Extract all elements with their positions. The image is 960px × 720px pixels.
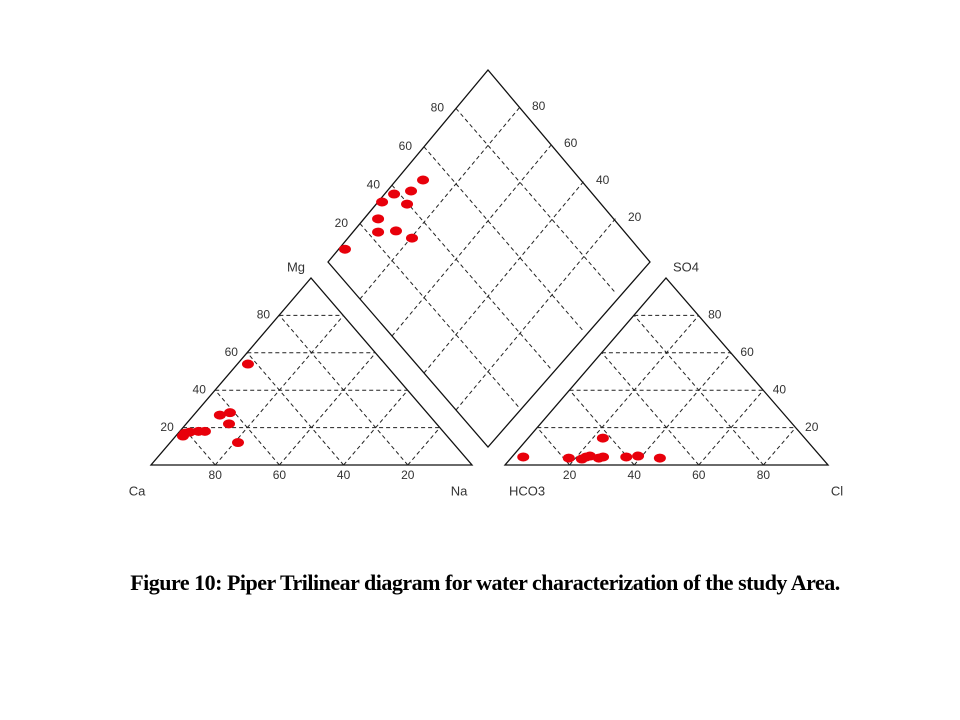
grid-line (601, 352, 700, 466)
tick-label: 40 (337, 468, 351, 482)
tick-label: 20 (335, 216, 349, 230)
data-point (231, 438, 244, 448)
grid-line (763, 427, 797, 466)
tick-label: 20 (563, 468, 577, 482)
corner-label: HCO3 (509, 483, 545, 498)
tick-label: 60 (273, 468, 287, 482)
grid-line (407, 427, 441, 466)
data-point (213, 410, 226, 420)
grid-line (698, 389, 764, 466)
tick-label: 60 (399, 139, 413, 153)
data-point (388, 189, 401, 199)
grid-line (279, 352, 377, 466)
data-point (338, 244, 351, 254)
piper-chart: Ca Na Mg SO4 HCO3 Cl 20 20 20 20 20 20 40 40 40 4… (129, 68, 843, 498)
data-point (597, 452, 610, 462)
grid-line (214, 389, 280, 466)
data-point (406, 233, 418, 243)
caption: Figure 10: Piper Trilinear diagram for w… (130, 570, 840, 595)
data-point (223, 419, 236, 429)
data-point (390, 226, 402, 236)
tick-label: 20 (401, 468, 415, 482)
data-point (562, 453, 575, 463)
tick-label: 80 (757, 468, 771, 482)
data-point (223, 408, 236, 418)
grid-line (455, 108, 617, 294)
data-point (372, 227, 385, 237)
diamond (327, 68, 651, 448)
data-point (241, 359, 254, 369)
data-point (620, 452, 633, 462)
data-point (653, 453, 666, 463)
data-point (372, 214, 385, 224)
tick-label: 40 (193, 382, 207, 396)
tick-label: 60 (740, 345, 754, 359)
data-point (417, 175, 430, 185)
tick-label: 80 (708, 308, 722, 322)
corner-label: Mg (287, 259, 305, 274)
grid-line (423, 180, 585, 374)
tick-label: 80 (532, 99, 546, 113)
data-point (376, 197, 389, 207)
grid-line (182, 427, 216, 466)
data-point (517, 452, 530, 462)
tick-label: 20 (628, 210, 642, 224)
grid-line (343, 389, 409, 466)
grid-line (246, 352, 344, 466)
data-point (183, 427, 196, 437)
anion-triangle (503, 277, 830, 466)
tick-label: 80 (257, 308, 271, 322)
tick-label: 60 (692, 468, 706, 482)
grid-line (391, 184, 553, 371)
corner-label: SO4 (673, 259, 699, 274)
tick-label: 40 (367, 177, 381, 191)
corner-label: Na (451, 483, 468, 498)
tick-label: 80 (431, 101, 445, 115)
grid-line (423, 146, 585, 333)
data-point (401, 199, 414, 209)
data-point (405, 186, 418, 196)
tick-label: 20 (805, 420, 819, 434)
tick-label: 60 (225, 345, 239, 359)
cation-triangle (149, 277, 474, 466)
data-point (632, 451, 645, 461)
grid-line (569, 389, 635, 466)
tick-label: 80 (209, 468, 223, 482)
grid-line (455, 217, 617, 411)
grid-line (359, 223, 521, 409)
data-point (596, 433, 609, 443)
tick-label: 40 (628, 468, 642, 482)
corner-label: Ca (129, 483, 146, 498)
corner-label: Cl (831, 483, 843, 498)
grid-line (633, 352, 732, 466)
data-point (198, 426, 211, 436)
tick-label: 40 (596, 173, 610, 187)
tick-label: 20 (160, 420, 174, 434)
tick-label: 60 (564, 136, 578, 150)
tick-label: 40 (773, 382, 787, 396)
